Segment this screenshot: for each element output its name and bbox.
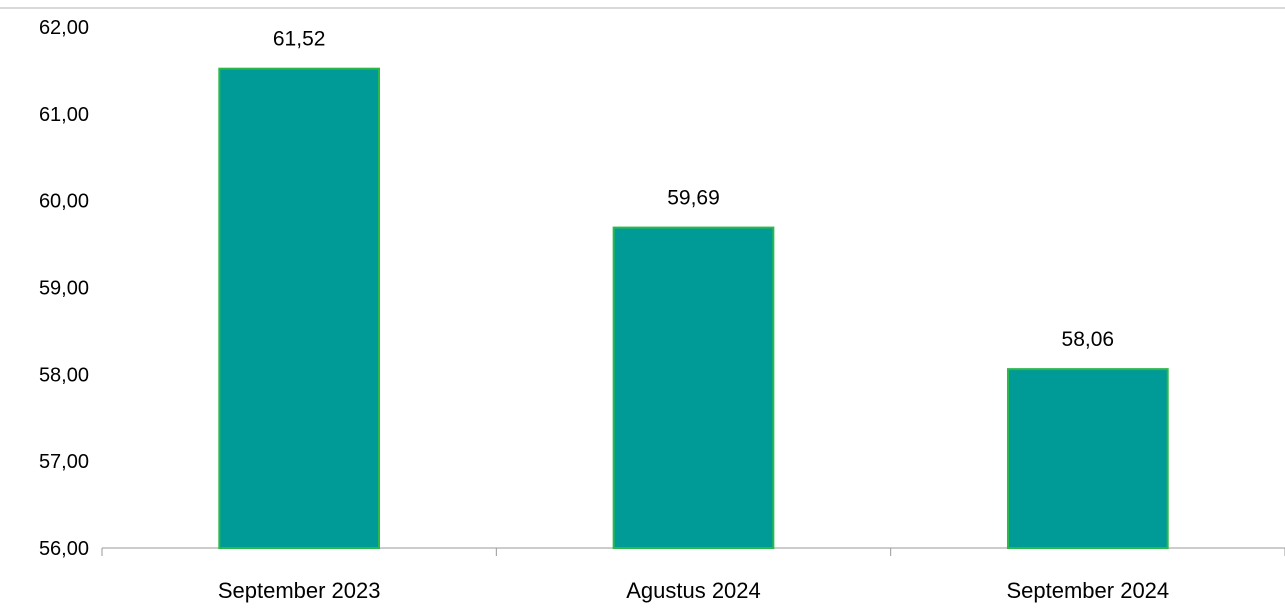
bar-series (218, 67, 1169, 550)
bar-value-label: 58,06 (1062, 328, 1115, 351)
bar-value-label: 61,52 (273, 28, 326, 51)
y-axis: 56,00 57,00 58,00 59,00 60,00 61,00 62,00 (39, 17, 89, 560)
bar-value-label: 59,69 (667, 187, 720, 210)
x-category-label: September 2023 (218, 578, 381, 603)
y-tick-label: 60,00 (39, 191, 89, 213)
bar (612, 226, 775, 550)
y-tick-label: 61,00 (39, 104, 89, 126)
x-category-label: September 2024 (1006, 578, 1169, 603)
y-tick-label: 57,00 (39, 451, 89, 473)
y-tick-label: 56,00 (39, 538, 89, 560)
y-tick-label: 58,00 (39, 364, 89, 386)
y-tick-label: 59,00 (39, 278, 89, 300)
bar (218, 67, 381, 550)
y-tick-label: 62,00 (39, 17, 89, 39)
bar (1006, 368, 1169, 549)
data-labels: 61,52 59,69 58,06 (273, 28, 1114, 351)
x-category-label: Agustus 2024 (626, 578, 761, 603)
x-axis: September 2023 Agustus 2024 September 2024 (101, 547, 1285, 603)
